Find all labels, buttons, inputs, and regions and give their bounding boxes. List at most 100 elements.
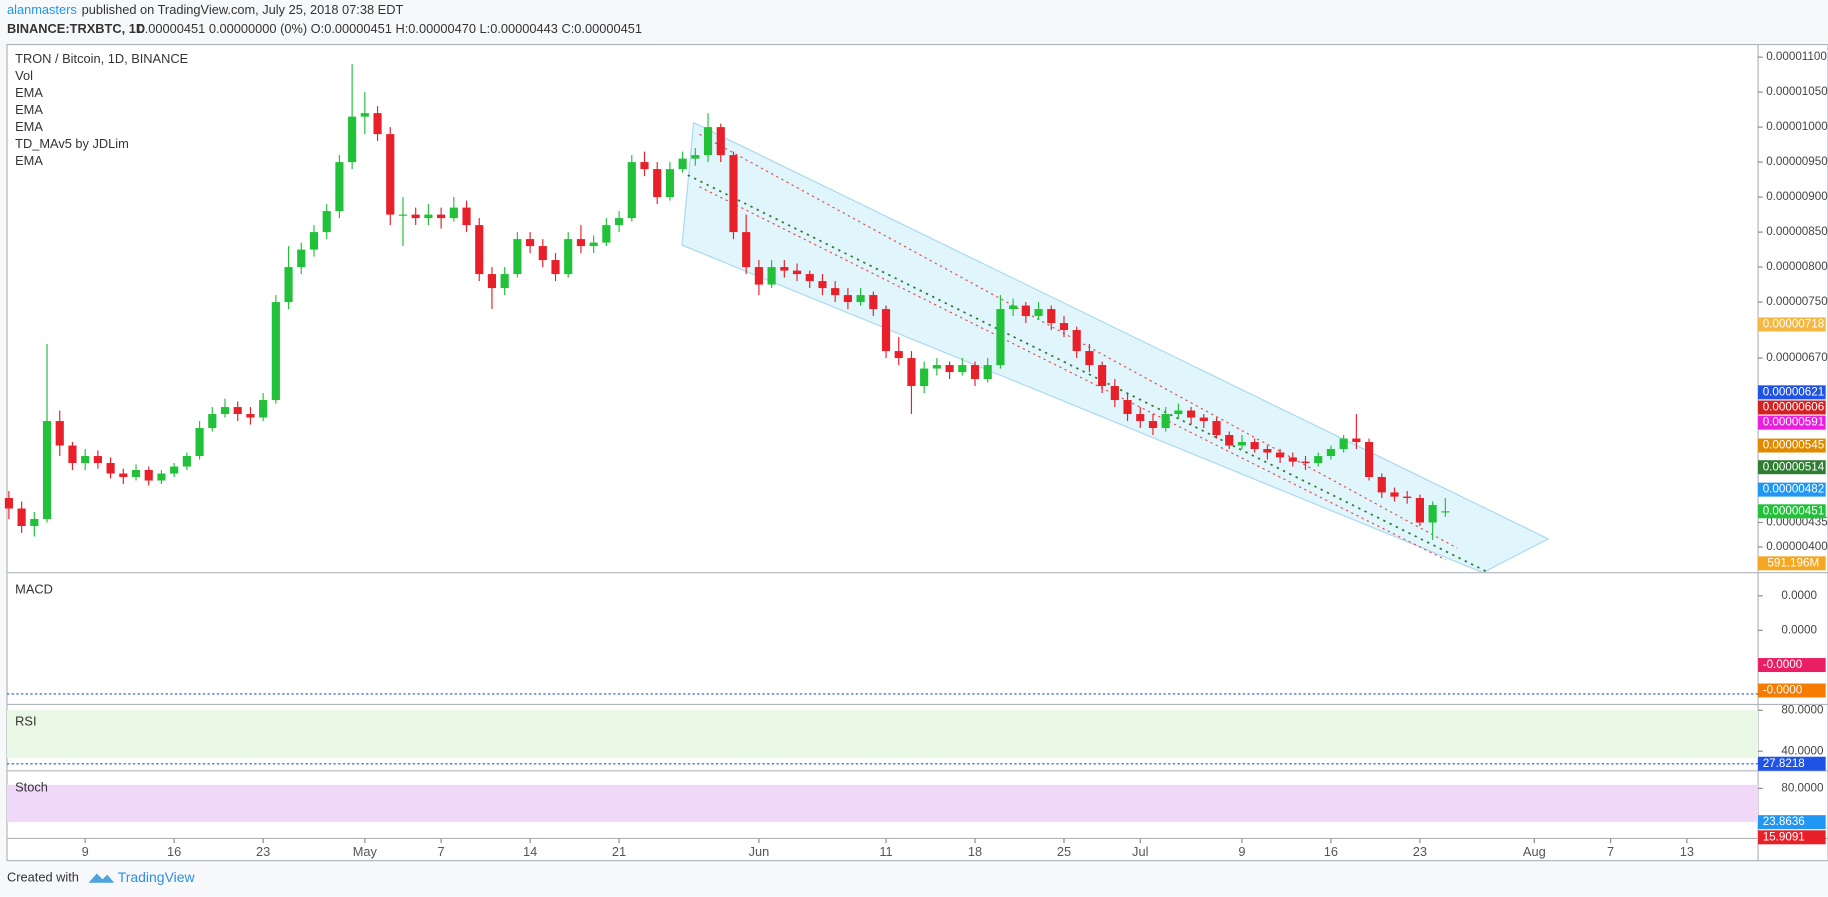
- candle-body: [30, 519, 39, 527]
- x-tick-label: Jun: [749, 844, 770, 859]
- price-badge-label: 0.00000514: [1763, 460, 1825, 473]
- candle-body: [1225, 435, 1234, 446]
- y-tick-label: 40.0000: [1781, 744, 1824, 757]
- y-tick-label: 0.0000: [1781, 623, 1817, 636]
- candle-body: [1441, 511, 1450, 513]
- x-tick-label: 9: [82, 844, 89, 859]
- candle-body: [843, 295, 852, 303]
- candle-body: [1403, 496, 1412, 499]
- candle-body: [1136, 414, 1145, 422]
- legend-entry: TD_MAv5 by JDLim: [15, 136, 129, 151]
- candle-body: [780, 267, 789, 271]
- panel-label: RSI: [15, 713, 36, 728]
- price-badge-label: 27.8218: [1763, 757, 1805, 770]
- price-badge: [1758, 830, 1826, 845]
- candle-body: [1352, 438, 1361, 443]
- price-badge-label: -0.0000: [1763, 684, 1803, 697]
- y-tick-label: 80.0000: [1781, 703, 1824, 716]
- candle-body: [767, 267, 776, 285]
- x-tick-label: 13: [1680, 844, 1694, 859]
- candle-body: [93, 456, 102, 464]
- candle-body: [1098, 365, 1107, 387]
- candle-body: [1212, 421, 1221, 436]
- x-tick-label: 14: [523, 844, 537, 859]
- y-tick-label: 0.00001000: [1766, 120, 1828, 133]
- y-tick-label: 0.00000435: [1766, 516, 1827, 529]
- candle-body: [831, 288, 840, 296]
- candle-body: [1377, 477, 1386, 493]
- candle-body: [1148, 421, 1158, 429]
- y-tick-label: 0.00000800: [1766, 260, 1828, 273]
- x-tick-label: 7: [438, 844, 445, 859]
- y-tick-label: 0.00000670: [1766, 351, 1828, 364]
- candle-body: [551, 260, 560, 275]
- y-tick-label: 0.00001050: [1766, 85, 1828, 98]
- candle-body: [1339, 438, 1348, 450]
- y-tick-label: 0.00000850: [1766, 225, 1828, 238]
- candle-body: [538, 246, 547, 261]
- candle-body: [208, 414, 217, 429]
- candle-body: [17, 508, 26, 527]
- price-badge-label: 0.00000621: [1763, 385, 1825, 398]
- candle-body: [640, 162, 649, 170]
- candle-body: [678, 158, 687, 170]
- candle-body: [500, 274, 509, 289]
- price-axis: 0.00001100 0.00001050 0.00001000 0.00000950…: [1766, 50, 1828, 794]
- candle-body: [309, 232, 319, 250]
- candle-body: [576, 239, 586, 247]
- candle-body: [564, 239, 573, 275]
- candle-body: [131, 470, 141, 478]
- price-badge: [1758, 460, 1826, 475]
- candle-body: [42, 421, 52, 520]
- candle-body: [1415, 498, 1424, 523]
- price-badge-label: 0.00000482: [1763, 483, 1825, 496]
- candle-body: [1174, 410, 1183, 415]
- x-tick-label: Aug: [1523, 844, 1546, 859]
- candle-body: [157, 473, 166, 481]
- candle-body: [614, 218, 624, 226]
- y-tick-label: 0.00000750: [1766, 295, 1828, 308]
- x-tick-label: 18: [968, 844, 982, 859]
- candle-body: [526, 239, 535, 247]
- x-tick-label: 23: [1413, 844, 1427, 859]
- x-tick-label: 16: [1324, 844, 1338, 859]
- candle-body: [1428, 505, 1437, 523]
- candle-body: [792, 270, 802, 275]
- author[interactable]: alanmasters: [7, 2, 77, 17]
- y-tick-label: 0.00000900: [1766, 190, 1828, 203]
- price-badge-label: 15.9091: [1763, 830, 1805, 843]
- y-tick-label: 0.00000400: [1766, 540, 1828, 553]
- candle-body: [119, 473, 128, 478]
- candle-body: [729, 155, 738, 233]
- candle-body: [81, 456, 90, 464]
- candle-body: [1276, 452, 1285, 458]
- candle-body: [869, 295, 878, 310]
- candle-body: [68, 445, 77, 464]
- legend-entry: EMA: [15, 85, 43, 100]
- candle-body: [284, 267, 293, 303]
- rsi-band: [6, 710, 1759, 759]
- candle-body: [1199, 417, 1208, 422]
- x-tick-label: 25: [1057, 844, 1071, 859]
- x-tick-label: Jul: [1132, 844, 1148, 859]
- candle-body: [297, 249, 306, 268]
- candle-body: [246, 414, 255, 418]
- candle-body: [55, 421, 64, 446]
- candle-body: [716, 127, 725, 156]
- price-badge-label: 0.00000451: [1763, 504, 1825, 517]
- footer-brand[interactable]: TradingView: [118, 869, 196, 885]
- candle-body: [322, 211, 331, 233]
- price-badge-label: 0.00000591: [1763, 416, 1825, 429]
- footer-created: Created with: [7, 869, 79, 884]
- legend-entry: EMA: [15, 119, 43, 134]
- y-tick-label: 0.0000: [1781, 589, 1817, 602]
- price-badge: [1758, 658, 1826, 673]
- candle-body: [182, 456, 191, 467]
- price-badge: [1758, 385, 1826, 400]
- candle-body: [373, 113, 382, 135]
- candle-body: [475, 225, 484, 275]
- candle-body: [958, 365, 967, 373]
- candle-body: [1314, 456, 1323, 464]
- candle-body: [170, 466, 179, 474]
